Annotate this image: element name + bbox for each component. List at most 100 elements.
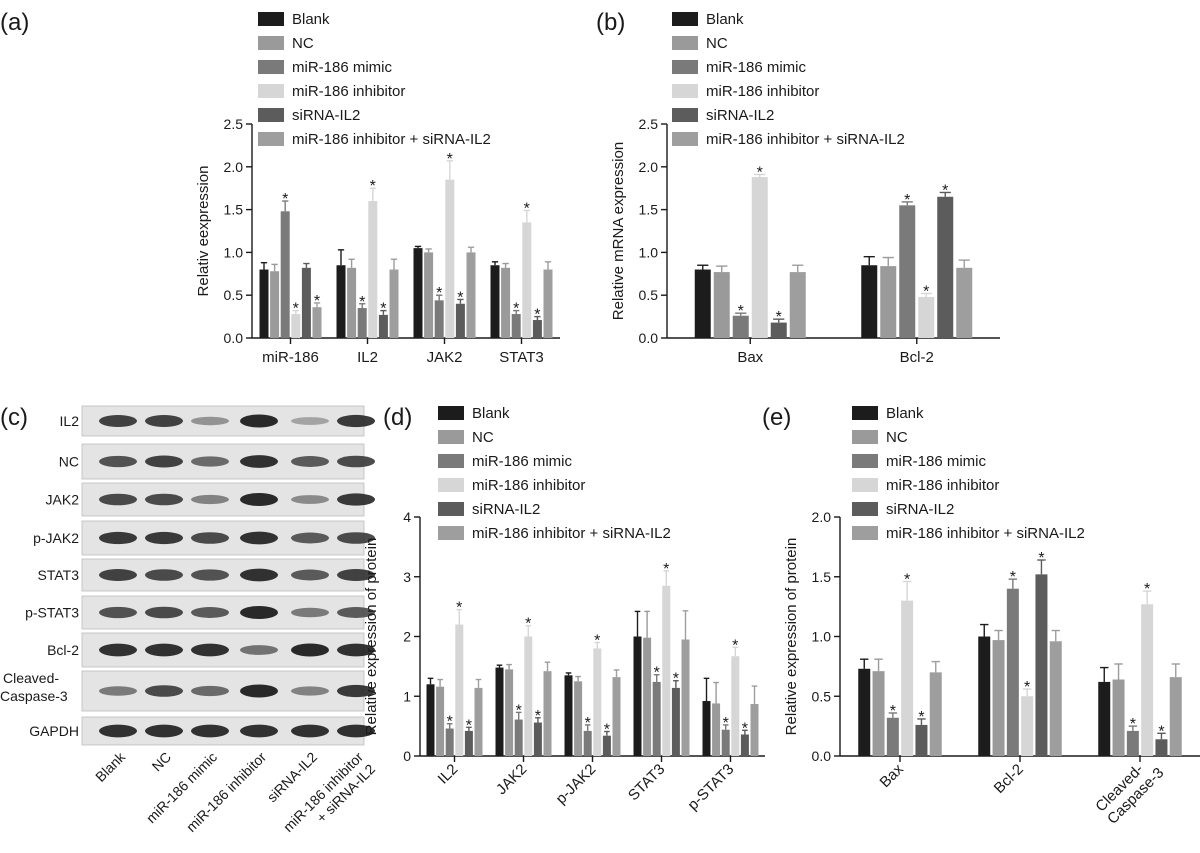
blot-band	[240, 455, 278, 468]
significance-marker: *	[1158, 723, 1164, 740]
blot-row-label: JAK2	[46, 492, 80, 508]
bar	[899, 205, 916, 338]
bar	[312, 307, 322, 338]
bar	[280, 211, 290, 338]
bar	[731, 656, 740, 756]
significance-marker: *	[1010, 569, 1016, 586]
x-tick-label-line: Bcl-2	[991, 761, 1027, 797]
bar	[445, 179, 455, 338]
x-tick-label: miR-186	[262, 349, 319, 366]
bar	[918, 296, 935, 338]
blot-row-label: GAPDH	[29, 723, 79, 739]
bar	[524, 636, 533, 756]
y-tick-label: 0.5	[812, 688, 832, 704]
bar	[612, 677, 621, 756]
blot-band	[99, 415, 137, 427]
bar	[662, 585, 671, 756]
legend-swatch	[672, 132, 698, 146]
legend-swatch	[852, 502, 878, 516]
legend-label: NC	[706, 35, 728, 52]
blot-band	[191, 494, 229, 505]
x-tick-label: IL2	[357, 349, 378, 366]
x-tick-label: JAK2	[427, 349, 463, 366]
bar	[978, 636, 991, 756]
significance-marker: *	[1144, 581, 1150, 598]
bar	[789, 272, 806, 338]
blot-band	[99, 643, 137, 657]
legend-swatch	[258, 12, 284, 26]
x-tick-label-line: JAK2	[493, 761, 530, 798]
blot-band	[145, 531, 183, 545]
blot-band	[337, 414, 375, 428]
significance-marker: *	[918, 709, 924, 726]
y-tick-label: 0.0	[224, 330, 244, 346]
bar	[915, 724, 928, 756]
y-tick-label: 2.0	[812, 509, 832, 525]
legend-swatch	[852, 526, 878, 540]
blot-band	[145, 493, 183, 506]
bar	[270, 271, 280, 338]
bar	[633, 636, 642, 756]
bar	[434, 300, 444, 338]
bar	[861, 265, 878, 338]
bar	[445, 728, 454, 756]
significance-marker: *	[513, 301, 519, 318]
legend-b: Blank NC miR-186 mimic miR-186 inhibitor siR…	[672, 11, 905, 148]
bar	[1006, 588, 1019, 756]
y-tick-label: 1.0	[812, 629, 832, 645]
x-tick-label: STAT3	[499, 349, 543, 366]
bar	[602, 735, 611, 756]
significance-marker: *	[1024, 679, 1030, 696]
bar	[751, 177, 768, 338]
significance-marker: *	[466, 717, 472, 734]
y-tick-label: 0.5	[224, 287, 244, 303]
blot-row-label: p-JAK2	[33, 530, 79, 546]
significance-marker: *	[447, 151, 453, 168]
significance-marker: *	[890, 703, 896, 720]
legend-swatch	[672, 12, 698, 26]
bar	[514, 719, 523, 756]
blot-band	[191, 569, 229, 581]
legend-swatch	[438, 478, 464, 492]
legend-label: miR-186 mimic	[292, 59, 393, 76]
legend-swatch	[438, 502, 464, 516]
blot-band	[191, 416, 229, 426]
blot-band	[191, 532, 229, 544]
bar	[426, 684, 435, 756]
significance-marker: *	[1038, 550, 1044, 567]
blot-band	[145, 569, 183, 581]
panel-label-c: (c)	[0, 404, 28, 431]
x-tick-label-line: Bax	[877, 760, 908, 791]
legend-label: miR-186 inhibitor	[886, 477, 999, 494]
x-tick-label-line: p-STAT3	[684, 761, 737, 814]
x-tick-label: IL2	[435, 761, 462, 788]
bar	[505, 669, 514, 756]
legend-swatch	[258, 36, 284, 50]
blot-band	[240, 645, 278, 655]
bar	[291, 314, 301, 338]
y-tick-label: 1.0	[639, 244, 659, 260]
panel-label-b: (b)	[596, 9, 625, 36]
blot-lane-label: Blank	[92, 748, 129, 785]
legend-swatch	[672, 108, 698, 122]
blot-row-label: STAT3	[38, 567, 80, 583]
blot-row-label: IL2	[60, 413, 80, 429]
blot-row-label: NC	[59, 454, 79, 470]
y-tick-label: 0	[403, 748, 411, 764]
legend-swatch	[852, 430, 878, 444]
blot-band	[291, 495, 329, 504]
legend-swatch	[672, 36, 698, 50]
legend-swatch	[438, 406, 464, 420]
significance-marker: *	[723, 715, 729, 732]
blot-band	[337, 643, 375, 657]
significance-marker: *	[1130, 716, 1136, 733]
blot-lane-label: NC	[148, 749, 174, 775]
blot-band	[99, 531, 137, 545]
panel-label-d: (d)	[383, 404, 412, 431]
legend-label: siRNA-IL2	[706, 107, 774, 124]
legend-label: Blank	[292, 11, 330, 28]
bar	[511, 314, 521, 338]
x-tick-label: p-JAK2	[553, 761, 600, 808]
y-tick-label: 2.0	[639, 159, 659, 175]
significance-marker: *	[524, 200, 530, 217]
